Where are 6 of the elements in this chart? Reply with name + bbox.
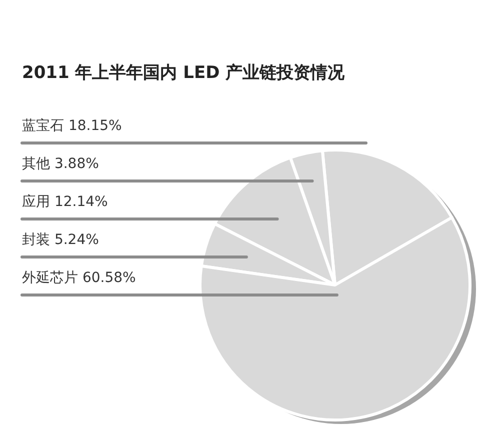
chart-title: 2011 年上半年国内 LED 产业链投资情况 bbox=[22, 63, 346, 83]
slice-label: 其他 3.88% bbox=[22, 156, 99, 172]
slice-label: 蓝宝石 18.15% bbox=[22, 118, 122, 134]
slice-label: 外延芯片 60.58% bbox=[22, 270, 136, 286]
slice-label: 应用 12.14% bbox=[22, 194, 108, 210]
slice-label: 封装 5.24% bbox=[22, 232, 99, 248]
